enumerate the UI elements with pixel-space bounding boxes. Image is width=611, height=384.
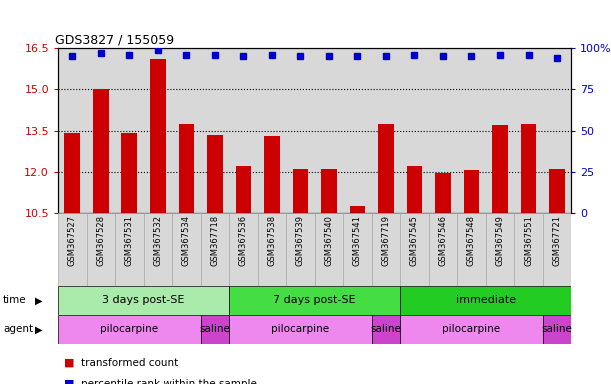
Text: GSM367536: GSM367536 [239,215,248,266]
Text: GSM367531: GSM367531 [125,215,134,266]
Bar [229,213,258,286]
Text: 7 days post-SE: 7 days post-SE [273,295,356,306]
Bar [543,315,571,344]
Text: percentile rank within the sample: percentile rank within the sample [81,379,257,384]
Text: pilocarpine: pilocarpine [442,324,500,334]
Bar [549,169,565,213]
Bar [264,136,280,213]
Bar [58,48,87,213]
Bar [200,315,229,344]
Bar [87,48,115,213]
Bar [371,213,400,286]
Text: GSM367527: GSM367527 [68,215,77,266]
Bar [343,48,371,213]
Text: GSM367534: GSM367534 [182,215,191,266]
Bar [429,48,457,213]
Text: 3 days post-SE: 3 days post-SE [103,295,185,306]
Bar [349,206,365,213]
Bar [87,213,115,286]
Bar [58,315,200,344]
Text: GDS3827 / 155059: GDS3827 / 155059 [55,33,174,46]
Text: GSM367539: GSM367539 [296,215,305,266]
Bar [229,315,371,344]
Text: time: time [3,295,27,306]
Text: transformed count: transformed count [81,358,178,368]
Text: GSM367541: GSM367541 [353,215,362,266]
Bar [144,48,172,213]
Text: saline: saline [199,324,230,334]
Bar [457,48,486,213]
Bar [378,124,394,213]
Bar [150,59,166,213]
Bar [435,173,451,213]
Bar [400,315,543,344]
Bar [200,213,229,286]
Text: GSM367549: GSM367549 [496,215,505,266]
Text: GSM367545: GSM367545 [410,215,419,266]
Text: GSM367540: GSM367540 [324,215,334,266]
Text: pilocarpine: pilocarpine [100,324,158,334]
Bar [229,286,400,315]
Text: GSM367548: GSM367548 [467,215,476,266]
Bar [229,48,258,213]
Bar [115,48,144,213]
Bar [258,213,286,286]
Bar [200,48,229,213]
Bar [115,213,144,286]
Bar [343,213,371,286]
Bar [58,213,87,286]
Bar [258,48,286,213]
Bar [400,286,571,315]
Bar [207,135,223,213]
Text: GSM367538: GSM367538 [268,215,276,266]
Bar [286,48,315,213]
Bar [172,213,200,286]
Text: ▶: ▶ [35,324,43,334]
Text: saline: saline [370,324,401,334]
Bar [178,124,194,213]
Bar [543,48,571,213]
Bar [315,48,343,213]
Text: GSM367546: GSM367546 [439,215,447,266]
Bar [464,170,480,213]
Bar [457,213,486,286]
Bar [236,166,251,213]
Text: GSM367721: GSM367721 [552,215,562,266]
Bar [144,213,172,286]
Text: pilocarpine: pilocarpine [271,324,329,334]
Bar [400,48,429,213]
Text: immediate: immediate [456,295,516,306]
Text: GSM367718: GSM367718 [210,215,219,266]
Bar [492,125,508,213]
Bar [429,213,457,286]
Text: ▶: ▶ [35,295,43,306]
Bar [486,213,514,286]
Text: GSM367532: GSM367532 [153,215,163,266]
Bar [286,213,315,286]
Text: ■: ■ [64,358,75,368]
Bar [93,89,109,213]
Text: GSM367719: GSM367719 [381,215,390,266]
Bar [521,124,536,213]
Bar [543,213,571,286]
Bar [65,133,80,213]
Bar [407,166,422,213]
Bar [172,48,200,213]
Bar [514,48,543,213]
Bar [400,213,429,286]
Text: saline: saline [541,324,573,334]
Bar [371,48,400,213]
Text: agent: agent [3,324,33,334]
Text: GSM367528: GSM367528 [97,215,105,266]
Bar [293,169,309,213]
Bar [58,286,229,315]
Text: ■: ■ [64,379,75,384]
Bar [122,133,137,213]
Bar [486,48,514,213]
Text: GSM367551: GSM367551 [524,215,533,266]
Bar [371,315,400,344]
Bar [514,213,543,286]
Bar [315,213,343,286]
Bar [321,169,337,213]
